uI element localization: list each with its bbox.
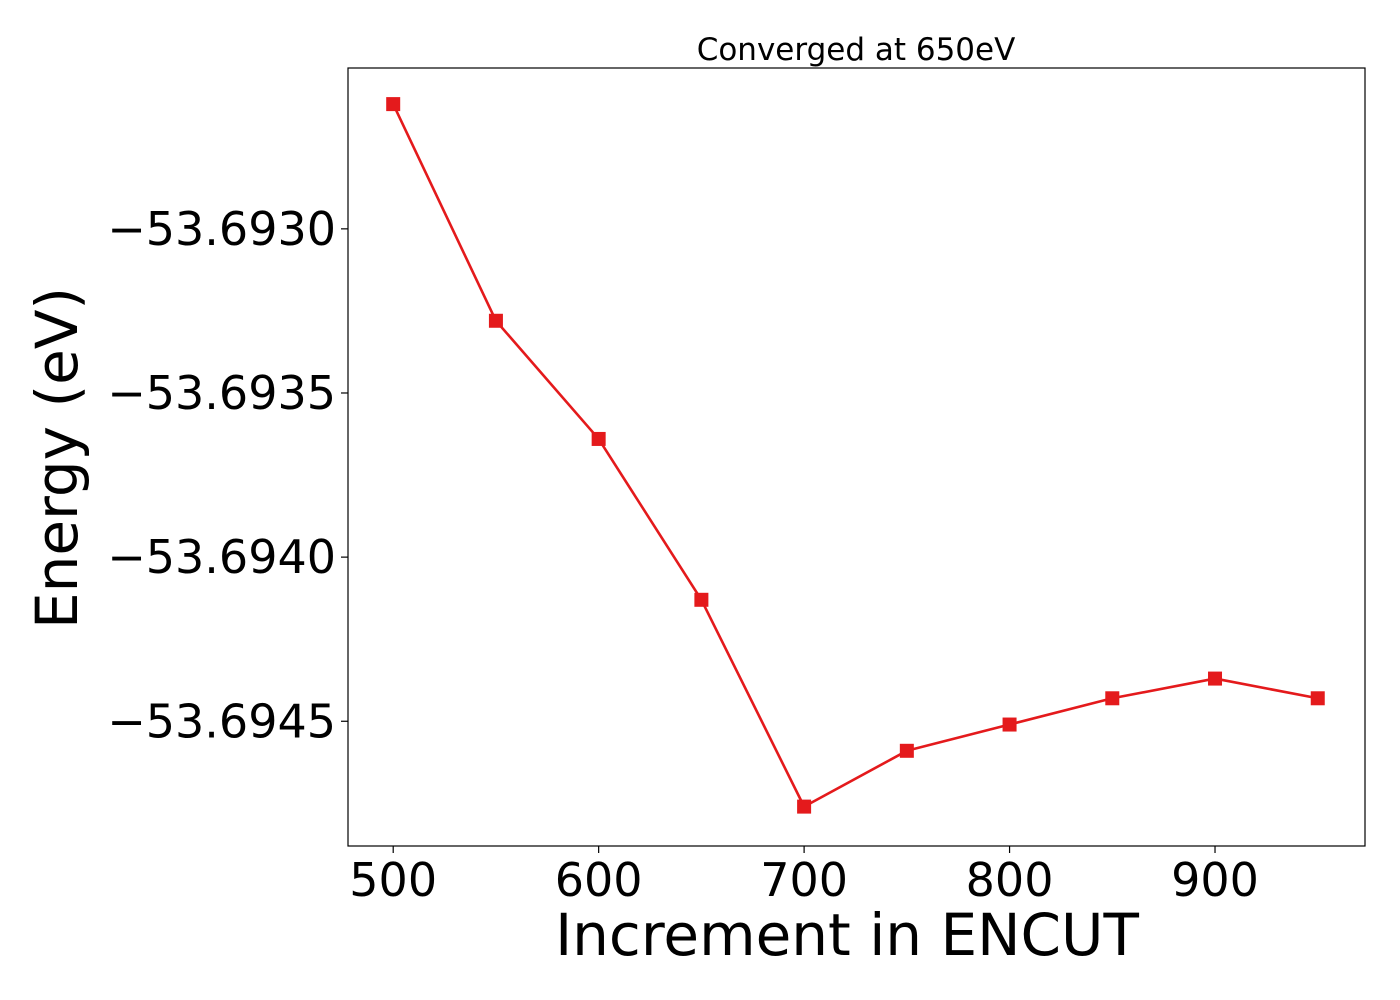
series-layer — [386, 97, 1325, 814]
x-tick-label: 600 — [555, 853, 643, 907]
x-tick-label: 500 — [349, 853, 437, 907]
data-point-marker — [591, 431, 606, 446]
data-point-marker — [488, 313, 503, 328]
y-tick-label: −53.6940 — [107, 530, 336, 584]
y-tick-label: −53.6935 — [107, 366, 336, 420]
data-point-marker — [797, 799, 812, 814]
y-axis-ticks: −53.6930 −53.6935 −53.6940 −53.6945 — [107, 202, 348, 748]
data-point-marker — [1208, 671, 1223, 686]
data-point-marker — [1310, 691, 1325, 706]
plot-area — [347, 67, 1366, 847]
y-axis-label: Energy (eV) — [23, 287, 91, 629]
data-point-marker — [899, 743, 914, 758]
x-axis-ticks: 500 600 700 800 900 — [349, 846, 1259, 907]
chart-title: Converged at 650eV — [697, 32, 1016, 68]
y-tick-label: −53.6945 — [107, 694, 336, 748]
x-tick-label: 800 — [966, 853, 1054, 907]
data-point-marker — [694, 592, 709, 607]
x-tick-label: 700 — [760, 853, 848, 907]
series-line — [392, 103, 1318, 808]
data-point-marker — [386, 97, 401, 112]
data-point-marker — [1105, 691, 1120, 706]
y-tick-label: −53.6930 — [107, 202, 336, 256]
data-point-marker — [1002, 717, 1017, 732]
x-tick-label: 900 — [1171, 853, 1259, 907]
x-axis-label: Increment in ENCUT — [555, 901, 1139, 969]
